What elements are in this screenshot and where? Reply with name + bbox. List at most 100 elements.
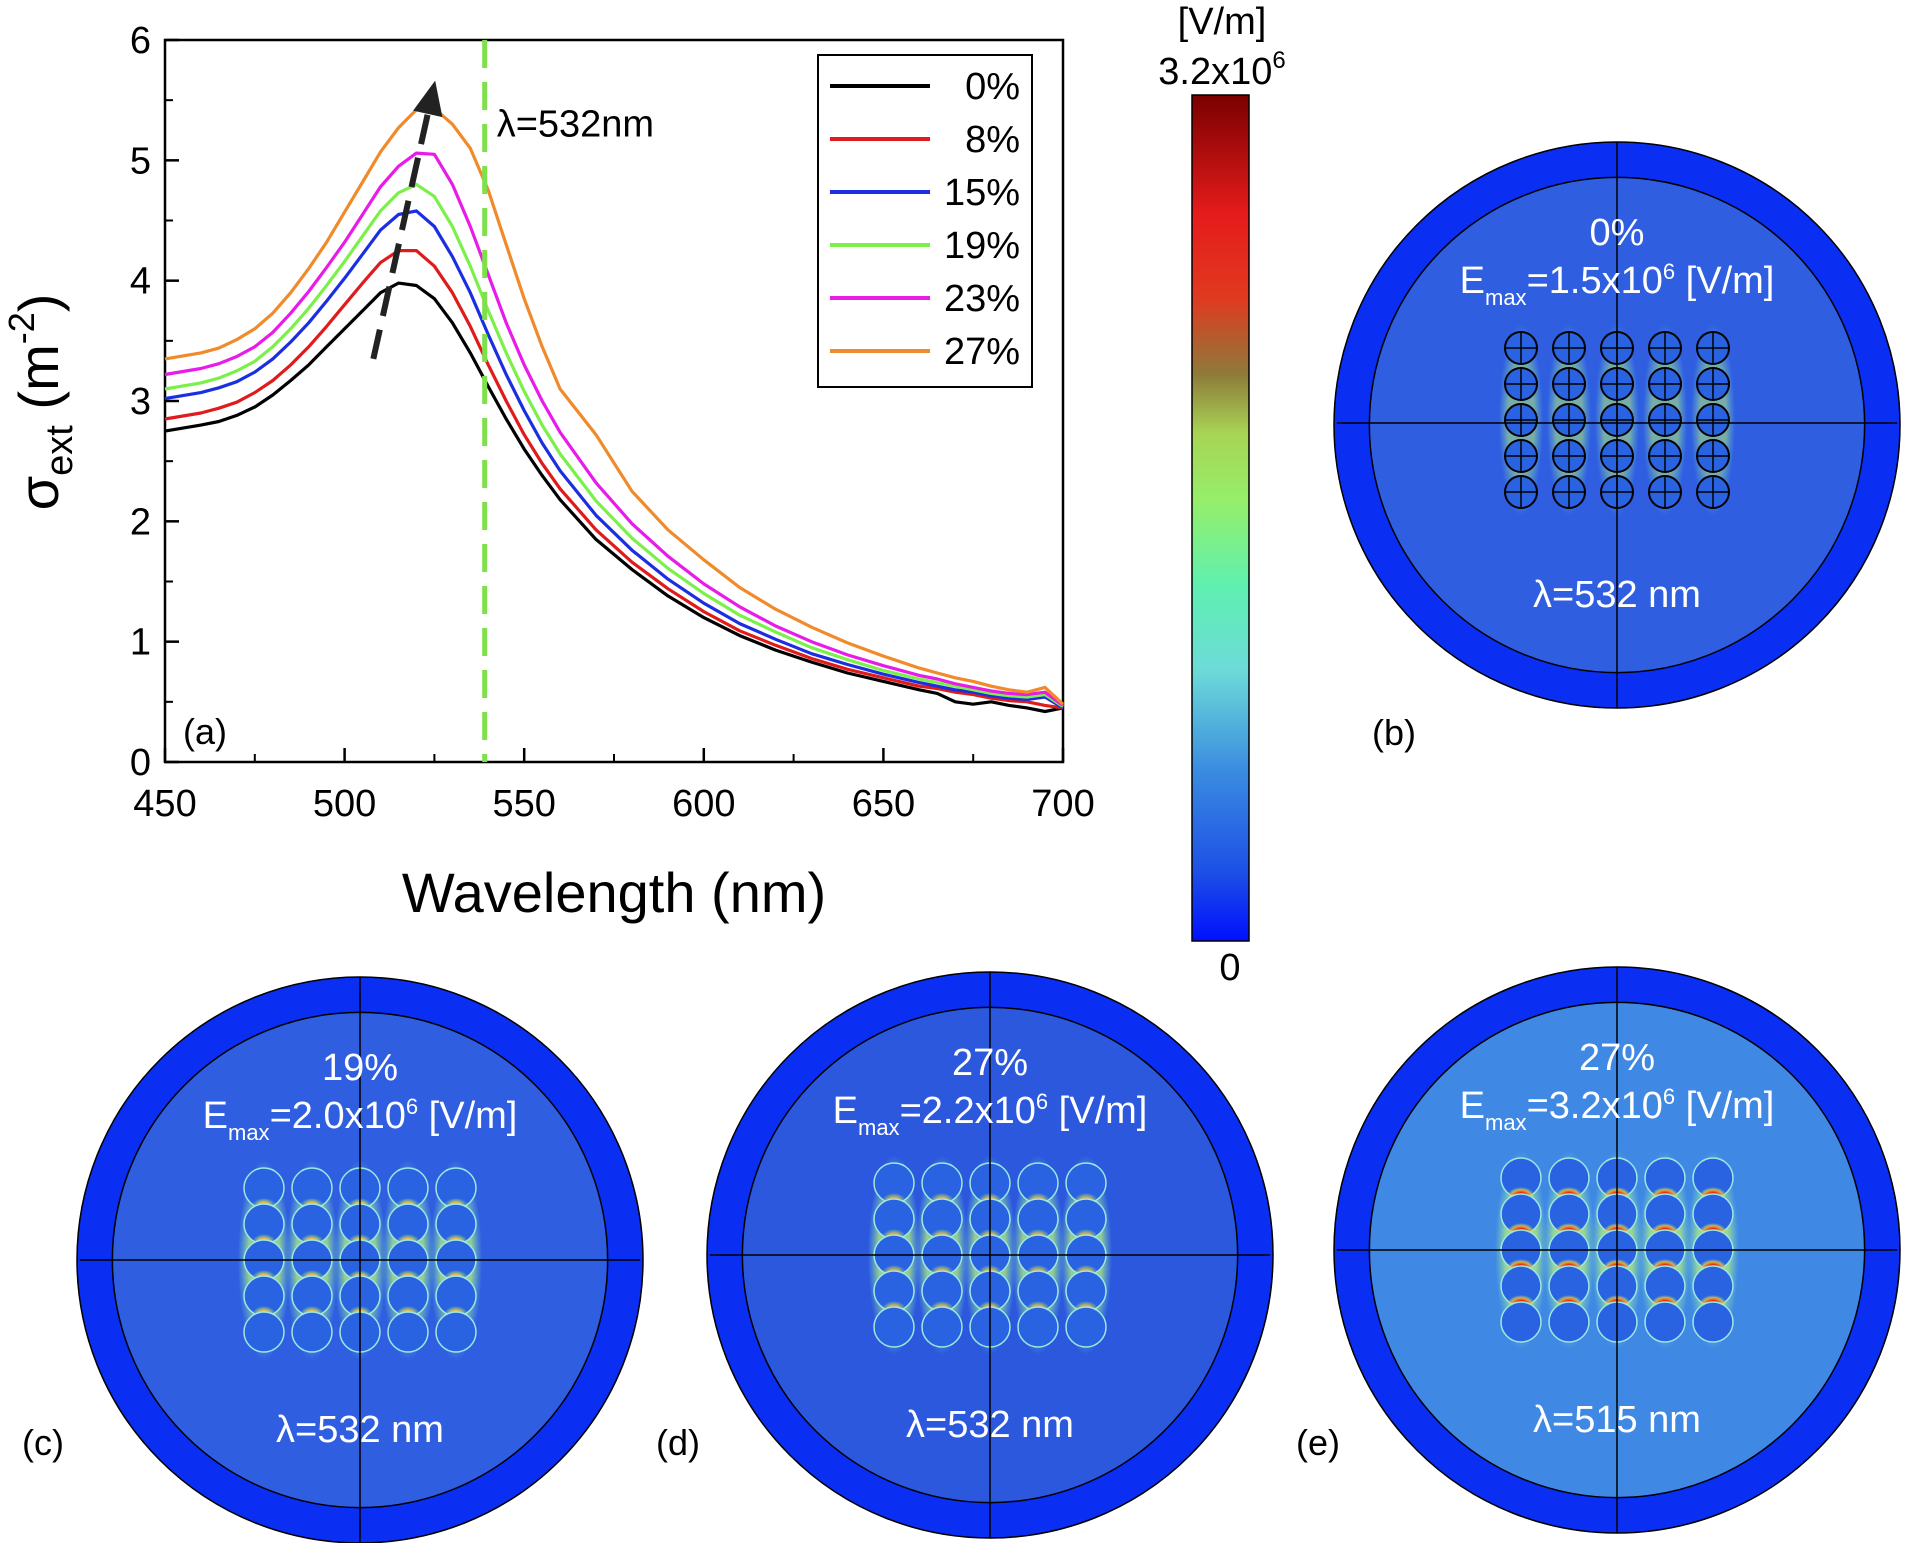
- panel-label-a: (a): [183, 711, 227, 752]
- emax-value: =1.5x10: [1527, 260, 1663, 302]
- nanoparticle: [1548, 1301, 1590, 1343]
- field-map-b: 0% Emax=1.5x106 [V/m] λ=532 nm (b): [1333, 141, 1901, 753]
- x-tick-label: 550: [492, 783, 555, 825]
- shift-arrow: [370, 80, 443, 360]
- legend-label-0: 0%: [965, 66, 1020, 108]
- nanoparticle: [243, 1311, 285, 1353]
- x-axis-label: Wavelength (nm): [402, 861, 826, 924]
- emax-symbol: E: [203, 1095, 228, 1137]
- y-tick-label: 4: [130, 261, 151, 303]
- legend-label-4: 23%: [944, 278, 1020, 320]
- field-map-e: 27% Emax=3.2x106 [V/m] λ=515 nm (e): [1296, 966, 1901, 1534]
- legend-label-1: 8%: [965, 119, 1020, 161]
- emax-symbol: E: [1460, 1085, 1485, 1127]
- y-tick-label: 6: [130, 20, 151, 62]
- emax-subscript: max: [858, 1115, 900, 1140]
- map-wavelength: λ=532 nm: [276, 1409, 444, 1451]
- y-axis-unit-close: ): [7, 294, 70, 313]
- y-axis-symbol: σ: [7, 476, 70, 511]
- series-line-2: [164, 209, 1064, 710]
- emax-symbol: E: [1460, 260, 1485, 302]
- emax-exponent: 6: [1663, 1084, 1675, 1109]
- map-percent: 19%: [322, 1047, 398, 1089]
- y-axis-subscript: ext: [39, 425, 81, 476]
- y-axis-unit-open: (m: [7, 344, 70, 425]
- colorbar-unit: [V/m]: [1178, 1, 1267, 43]
- emax-subscript: max: [228, 1120, 270, 1145]
- nanoparticle: [435, 1311, 477, 1353]
- panel-label-d: (d): [656, 1422, 700, 1463]
- colorbar-min: 0: [1219, 947, 1240, 989]
- map-emax: Emax=2.0x106 [V/m]: [203, 1094, 518, 1145]
- legend-label-2: 15%: [944, 172, 1020, 214]
- emax-exponent: 6: [1036, 1089, 1048, 1114]
- y-axis-unit-exponent: -2: [1, 312, 42, 344]
- field-map-d: 27% Emax=2.2x106 [V/m] λ=532 nm (d): [656, 971, 1274, 1539]
- map-percent: 27%: [952, 1042, 1028, 1084]
- legend-box: [817, 54, 1033, 388]
- emax-value: =2.0x10: [270, 1095, 406, 1137]
- shift-arrow-head: [413, 80, 443, 118]
- series-layer: [164, 107, 1065, 714]
- emax-value: =3.2x10: [1527, 1085, 1663, 1127]
- y-tick-label: 1: [130, 622, 151, 664]
- y-tick-label: 3: [130, 381, 151, 423]
- y-axis-label: σext (m-2): [1, 294, 81, 511]
- y-tick-label: 0: [130, 742, 151, 784]
- legend-label-5: 27%: [944, 331, 1020, 373]
- map-wavelength: λ=532 nm: [1533, 574, 1701, 616]
- colorbar: [V/m] 3.2x106 0: [1158, 1, 1285, 989]
- emax-exponent: 6: [1663, 259, 1675, 284]
- nanoparticle: [921, 1306, 963, 1348]
- nanoparticle: [1500, 1301, 1542, 1343]
- nanoparticle: [1692, 1301, 1734, 1343]
- series-line-1: [164, 249, 1064, 710]
- map-wavelength: λ=515 nm: [1533, 1399, 1701, 1441]
- emax-subscript: max: [1485, 1110, 1527, 1135]
- map-percent: 27%: [1579, 1037, 1655, 1079]
- x-tick-label: 700: [1031, 783, 1094, 825]
- colorbar-gradient: [1191, 94, 1250, 942]
- field-map-c: 19% Emax=2.0x106 [V/m] λ=532 nm (c): [22, 976, 644, 1543]
- x-tick-label: 600: [672, 783, 735, 825]
- map-emax: Emax=1.5x106 [V/m]: [1460, 259, 1775, 310]
- panel-label-e: (e): [1296, 1422, 1340, 1463]
- map-emax: Emax=2.2x106 [V/m]: [833, 1089, 1148, 1140]
- emax-symbol: E: [833, 1090, 858, 1132]
- wavelength-532-label: λ=532nm: [497, 103, 654, 145]
- x-tick-label: 500: [313, 783, 376, 825]
- map-wavelength: λ=532 nm: [906, 1404, 1074, 1446]
- y-tick-label: 5: [130, 140, 151, 182]
- colorbar-max: 3.2x106: [1158, 47, 1285, 93]
- series-line-5: [164, 107, 1065, 706]
- colorbar-max-exp: 6: [1272, 47, 1285, 74]
- field-maps: 0%Emax=1.5x106 [V/m]λ=532 nm(b)19%Emax=2…: [22, 141, 1901, 1543]
- emax-subscript: max: [1485, 285, 1527, 310]
- series-line-4: [164, 151, 1064, 707]
- emax-unit: [V/m]: [1048, 1090, 1147, 1132]
- colorbar-max-base: 3.2x10: [1158, 51, 1272, 93]
- emax-exponent: 6: [406, 1094, 418, 1119]
- nanoparticle: [291, 1311, 333, 1353]
- nanoparticle: [1065, 1306, 1107, 1348]
- panel-label-c: (c): [22, 1422, 64, 1463]
- y-tick-label: 2: [130, 501, 151, 543]
- x-ticks: 450 500 550 600 650 700: [133, 748, 1095, 825]
- legend-label-3: 19%: [944, 225, 1020, 267]
- x-tick-label: 450: [133, 783, 196, 825]
- legend: 0% 8% 15% 19% 23% 27%: [830, 66, 1020, 373]
- x-tick-label: 650: [852, 783, 915, 825]
- nanoparticle: [1017, 1306, 1059, 1348]
- shift-arrow-shaft: [370, 109, 432, 360]
- series-line-3: [164, 182, 1064, 708]
- emax-value: =2.2x10: [900, 1090, 1036, 1132]
- extinction-chart: λ=532nm 450 500 550 600 650 700 0 1 2 3 4 5 6 Wavel…: [1, 20, 1095, 924]
- emax-unit: [V/m]: [418, 1095, 517, 1137]
- nanoparticle: [1644, 1301, 1686, 1343]
- nanoparticle: [387, 1311, 429, 1353]
- y-ticks: 0 1 2 3 4 5 6: [130, 20, 179, 784]
- emax-unit: [V/m]: [1675, 1085, 1774, 1127]
- emax-unit: [V/m]: [1675, 260, 1774, 302]
- panel-label-b: (b): [1372, 712, 1416, 753]
